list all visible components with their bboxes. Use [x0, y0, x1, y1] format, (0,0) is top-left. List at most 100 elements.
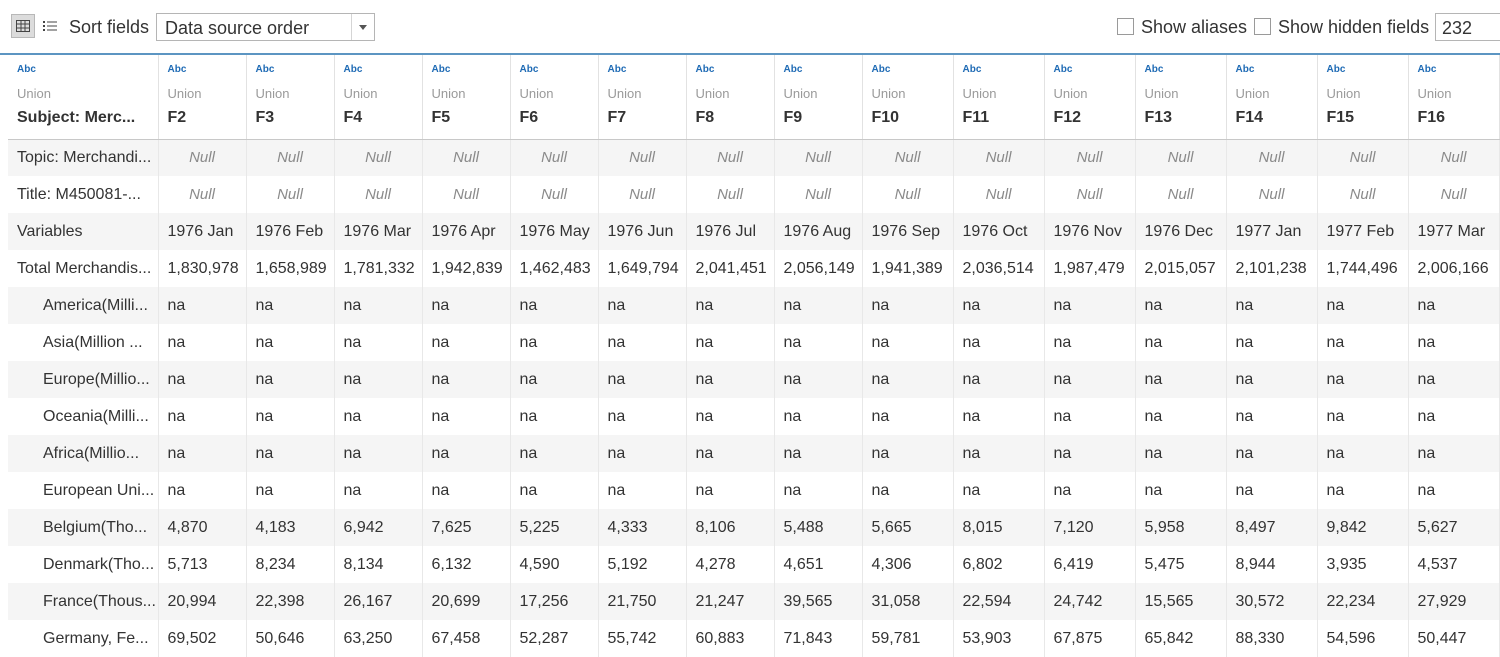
row-label-cell[interactable]: Asia(Million ... [8, 324, 159, 361]
table-cell[interactable]: na [1408, 472, 1500, 509]
table-cell[interactable]: 26,167 [334, 583, 423, 620]
table-cell[interactable]: 1976 Jan [158, 213, 247, 250]
table-cell[interactable]: 1976 Dec [1135, 213, 1227, 250]
table-cell[interactable]: na [246, 287, 335, 324]
row-label-cell[interactable]: Oceania(Milli... [8, 398, 159, 435]
column-header-f4[interactable]: Abc Union F4 [334, 55, 423, 140]
table-cell[interactable]: na [158, 435, 247, 472]
table-cell[interactable]: 21,750 [598, 583, 687, 620]
column-name[interactable]: F14 [1235, 109, 1264, 126]
table-cell[interactable]: 1,658,989 [246, 250, 335, 287]
row-label-cell[interactable]: Topic: Merchandi... [8, 139, 159, 176]
table-cell[interactable]: na [422, 398, 511, 435]
table-cell[interactable]: 8,944 [1226, 546, 1318, 583]
table-cell[interactable]: 9,842 [1317, 509, 1409, 546]
table-cell[interactable]: Null [686, 139, 775, 176]
table-cell[interactable]: na [334, 287, 423, 324]
column-name[interactable]: F12 [1053, 109, 1082, 126]
table-cell[interactable]: 6,802 [953, 546, 1045, 583]
table-cell[interactable]: 8,015 [953, 509, 1045, 546]
table-cell[interactable]: 1,987,479 [1044, 250, 1136, 287]
table-cell[interactable]: na [774, 435, 863, 472]
table-cell[interactable]: na [422, 287, 511, 324]
column-name[interactable]: F10 [871, 109, 900, 126]
table-cell[interactable]: 4,183 [246, 509, 335, 546]
table-cell[interactable]: na [598, 435, 687, 472]
table-cell[interactable]: 8,134 [334, 546, 423, 583]
table-cell[interactable]: 59,781 [862, 620, 954, 657]
table-cell[interactable]: na [598, 361, 687, 398]
table-cell[interactable]: na [1135, 398, 1227, 435]
table-cell[interactable]: 4,306 [862, 546, 954, 583]
table-cell[interactable]: na [334, 398, 423, 435]
table-cell[interactable]: na [1317, 472, 1409, 509]
column-header-f12[interactable]: Abc Union F12 [1044, 55, 1136, 140]
column-name[interactable]: F15 [1326, 109, 1355, 126]
row-label-cell[interactable]: Denmark(Tho... [8, 546, 159, 583]
column-name[interactable]: F4 [343, 109, 363, 126]
string-type-icon[interactable]: Abc [1144, 64, 1164, 75]
table-cell[interactable]: na [1044, 361, 1136, 398]
table-cell[interactable]: Null [422, 176, 511, 213]
table-cell[interactable]: na [774, 324, 863, 361]
column-header-f2[interactable]: Abc Union F2 [158, 55, 247, 140]
table-cell[interactable]: na [422, 361, 511, 398]
table-cell[interactable]: Null [1226, 139, 1318, 176]
table-cell[interactable]: na [1408, 398, 1500, 435]
table-cell[interactable]: na [510, 398, 599, 435]
table-cell[interactable]: 4,333 [598, 509, 687, 546]
grid-view-button[interactable] [11, 14, 35, 38]
table-cell[interactable]: 50,646 [246, 620, 335, 657]
table-cell[interactable]: 7,120 [1044, 509, 1136, 546]
table-cell[interactable]: 1977 Jan [1226, 213, 1318, 250]
column-name[interactable]: F3 [255, 109, 275, 126]
table-cell[interactable]: 1977 Feb [1317, 213, 1409, 250]
column-header-f5[interactable]: Abc Union F5 [422, 55, 511, 140]
string-type-icon[interactable]: Abc [695, 64, 715, 75]
table-cell[interactable]: Null [510, 139, 599, 176]
row-label-cell[interactable]: Title: M450081-... [8, 176, 159, 213]
string-type-icon[interactable]: Abc [519, 64, 539, 75]
table-cell[interactable]: na [158, 472, 247, 509]
table-cell[interactable]: 1976 Aug [774, 213, 863, 250]
table-cell[interactable]: 17,256 [510, 583, 599, 620]
table-cell[interactable]: 39,565 [774, 583, 863, 620]
row-label-cell[interactable]: America(Milli... [8, 287, 159, 324]
table-cell[interactable]: 1,942,839 [422, 250, 511, 287]
sort-fields-dropdown[interactable]: Data source order [156, 13, 375, 41]
table-cell[interactable]: na [1044, 472, 1136, 509]
table-cell[interactable]: 1976 Apr [422, 213, 511, 250]
table-cell[interactable]: na [158, 324, 247, 361]
table-cell[interactable]: na [510, 287, 599, 324]
string-type-icon[interactable]: Abc [255, 64, 275, 75]
table-cell[interactable]: na [1226, 324, 1318, 361]
string-type-icon[interactable]: Abc [1417, 64, 1437, 75]
string-type-icon[interactable]: Abc [607, 64, 627, 75]
table-cell[interactable]: na [510, 435, 599, 472]
table-cell[interactable]: Null [422, 139, 511, 176]
table-cell[interactable]: na [334, 361, 423, 398]
table-cell[interactable]: 8,234 [246, 546, 335, 583]
table-cell[interactable]: 1,744,496 [1317, 250, 1409, 287]
table-cell[interactable]: na [953, 472, 1045, 509]
table-cell[interactable]: 20,994 [158, 583, 247, 620]
table-cell[interactable]: Null [686, 176, 775, 213]
table-cell[interactable]: na [246, 324, 335, 361]
table-cell[interactable]: na [686, 435, 775, 472]
table-cell[interactable]: na [1135, 287, 1227, 324]
row-label-cell[interactable]: European Uni... [8, 472, 159, 509]
table-cell[interactable]: 1976 May [510, 213, 599, 250]
table-cell[interactable]: na [334, 472, 423, 509]
table-cell[interactable]: na [1317, 324, 1409, 361]
table-cell[interactable]: Null [1317, 139, 1409, 176]
table-cell[interactable]: 71,843 [774, 620, 863, 657]
table-cell[interactable]: 1976 Jun [598, 213, 687, 250]
column-header-f6[interactable]: Abc Union F6 [510, 55, 599, 140]
column-header-subject[interactable]: Abc Union Subject: Merc... [8, 55, 159, 140]
table-cell[interactable]: 1976 Mar [334, 213, 423, 250]
table-cell[interactable]: 2,006,166 [1408, 250, 1500, 287]
table-cell[interactable]: Null [953, 176, 1045, 213]
table-cell[interactable]: 2,101,238 [1226, 250, 1318, 287]
column-name[interactable]: F8 [695, 109, 715, 126]
table-cell[interactable]: na [1135, 435, 1227, 472]
